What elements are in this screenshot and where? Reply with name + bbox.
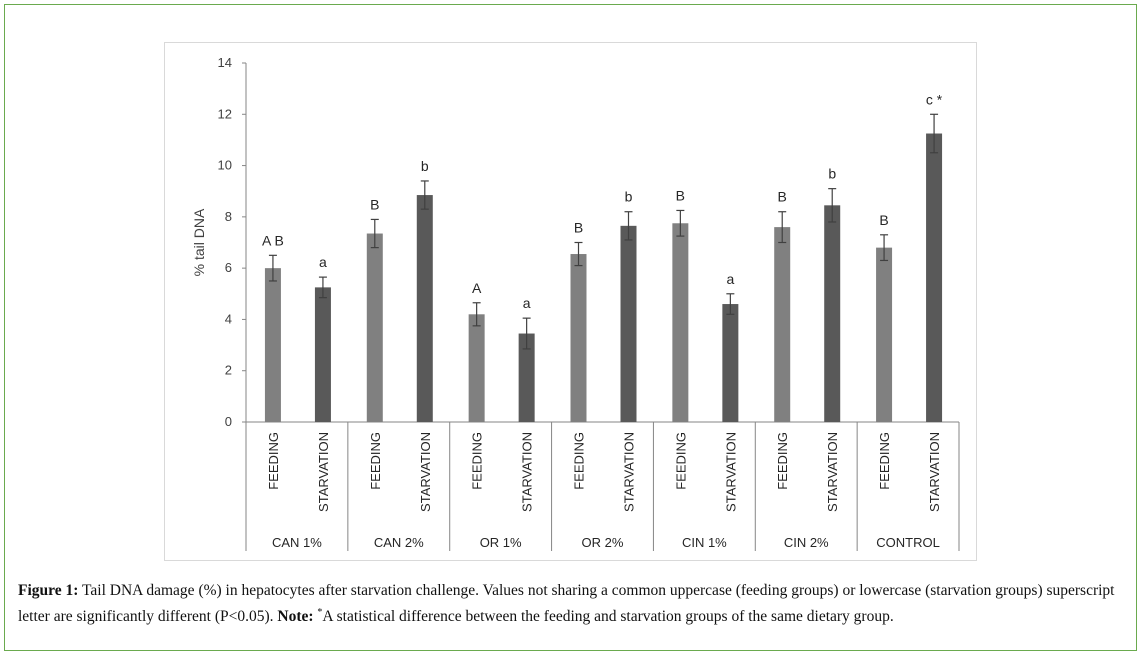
bar [620,225,637,422]
note-label: Note: [277,608,314,626]
y-tick-label: 0 [225,414,232,429]
group-label: CONTROL [876,535,940,550]
bar-chart: 0 2 4 6 8 10 12 14 % tail DNA CAN 1% A B FEEDING a ST… [191,55,960,551]
bar [416,195,433,422]
group-label: CAN 1% [272,535,322,550]
significance-label: a [726,271,734,287]
significance-label: b [625,189,633,205]
subcategory-label: STARVATION [418,432,433,512]
subcategory-label: STARVATION [825,432,840,512]
y-tick-label: 8 [225,209,232,224]
subcategory-label: STARVATION [723,432,738,512]
bar [774,227,791,422]
figure-caption: Figure 1: Tail DNA damage (%) in hepatoc… [18,580,1126,628]
significance-label: b [421,158,429,174]
bar [722,304,739,422]
significance-label: A B [262,232,284,248]
subcategory-label: FEEDING [673,432,688,490]
figure-frame [4,4,1137,651]
y-tick-label: 4 [225,311,232,326]
subcategory-label: FEEDING [266,432,281,490]
significance-label: A [472,280,482,296]
bar [366,233,383,422]
bar [468,314,485,422]
group-label: CIN 1% [682,535,727,550]
chart-area: 0 2 4 6 8 10 12 14 % tail DNA CAN 1% A B FEEDING a ST… [164,42,977,561]
bar [824,205,841,422]
y-axis-label: % tail DNA [191,208,207,276]
significance-label: B [879,212,888,228]
bar [672,223,689,422]
significance-label: c * [926,91,943,107]
subcategory-label: FEEDING [877,432,892,490]
subcategory-label: FEEDING [572,432,587,490]
subcategory-label: STARVATION [622,432,637,512]
bar [518,333,535,422]
y-tick-label: 2 [225,363,232,378]
figure-label: Figure 1: [18,582,79,599]
caption-text: Tail DNA damage (%) in hepatocytes after… [18,582,1115,626]
bar [264,268,281,422]
significance-label: B [676,187,685,203]
significance-label: B [574,220,583,236]
subcategory-label: FEEDING [368,432,383,490]
note-superscript: * [317,607,323,618]
bar [314,287,331,422]
bar [926,133,943,422]
subcategory-label: STARVATION [927,432,942,512]
significance-label: b [828,166,836,182]
group-label: OR 2% [582,535,624,550]
significance-label: a [523,295,531,311]
y-tick-label: 6 [225,260,232,275]
significance-label: B [778,189,787,205]
bar [570,254,587,422]
y-tick-label: 14 [218,55,232,70]
significance-label: a [319,254,327,270]
group-label: CAN 2% [374,535,424,550]
subcategory-label: FEEDING [470,432,485,490]
note-text: A statistical difference between the fee… [322,608,894,626]
group-label: OR 1% [480,535,522,550]
y-tick-label: 12 [218,106,232,121]
subcategory-label: STARVATION [316,432,331,512]
subcategory-label: STARVATION [520,432,535,512]
bar [876,247,893,422]
y-tick-label: 10 [218,158,232,173]
group-label: CIN 2% [784,535,829,550]
significance-label: B [370,196,379,212]
subcategory-label: FEEDING [775,432,790,490]
